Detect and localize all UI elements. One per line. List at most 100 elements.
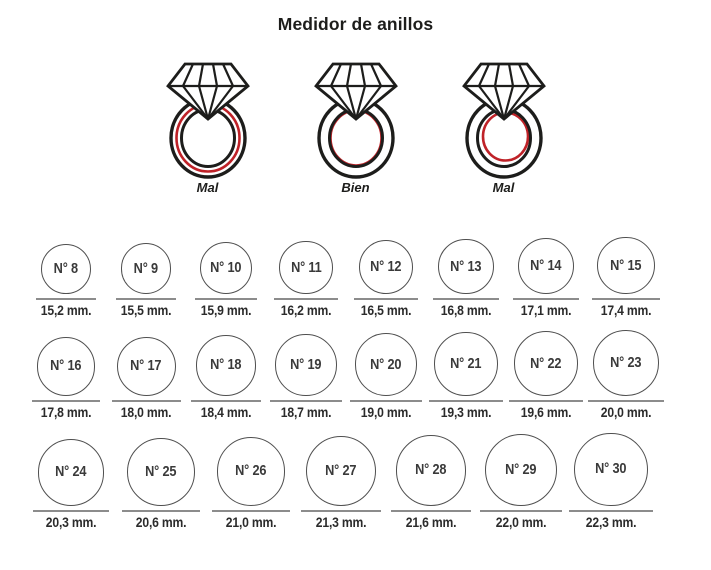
size-cell: N° 8 15,2 mm. — [26, 244, 106, 318]
size-grid: N° 8 15,2 mm. N° 9 15,5 mm. N° 10 15,9 m… — [0, 237, 711, 530]
size-underline — [588, 399, 664, 402]
size-number: N° 9 — [133, 260, 159, 277]
size-cell: N° 30 22,3 mm. — [566, 432, 656, 530]
size-number: N° 25 — [145, 463, 177, 480]
size-cell: N° 27 21,3 mm. — [296, 435, 386, 530]
size-underline — [508, 399, 584, 402]
size-diameter: 21,0 mm. — [225, 514, 277, 530]
page-title: Medidor de anillos — [277, 14, 434, 34]
size-number: N° 11 — [290, 259, 322, 276]
size-circle: N° 10 — [199, 241, 253, 295]
size-cell: N° 11 16,2 mm. — [266, 241, 346, 318]
size-diameter: 16,2 mm. — [280, 303, 332, 319]
size-number: N° 21 — [450, 356, 482, 373]
size-diameter: 22,0 mm. — [495, 514, 547, 530]
size-underline — [433, 298, 499, 301]
size-diameter: 17,1 mm. — [520, 303, 572, 319]
size-number: N° 18 — [210, 357, 242, 374]
size-cell: N° 17 18,0 mm. — [106, 336, 186, 420]
size-underline — [31, 399, 101, 402]
diamond-ring-icon — [461, 62, 546, 179]
size-number: N° 14 — [530, 258, 562, 275]
size-circle: N° 18 — [195, 335, 257, 396]
size-diameter: 18,4 mm. — [200, 404, 252, 420]
size-cell: N° 21 19,3 mm. — [426, 332, 506, 420]
size-cell: N° 12 16,5 mm. — [346, 240, 426, 318]
size-cell: N° 25 20,6 mm. — [116, 438, 206, 530]
size-cell: N° 14 17,1 mm. — [506, 238, 586, 318]
size-circle: N° 14 — [517, 238, 575, 295]
ring-illustration: Mal — [162, 61, 254, 195]
size-underline — [429, 399, 503, 402]
size-circle: N° 8 — [41, 244, 91, 295]
size-diameter: 20,3 mm. — [45, 514, 97, 530]
size-circle: N° 30 — [574, 432, 648, 506]
ring-illustration: Mal — [458, 61, 550, 195]
size-underline — [390, 509, 472, 512]
size-number: N° 8 — [53, 261, 79, 278]
size-diameter: 18,7 mm. — [280, 404, 332, 420]
size-number: N° 23 — [610, 354, 642, 371]
size-cell: N° 13 16,8 mm. — [426, 239, 506, 318]
size-diameter: 16,8 mm. — [440, 303, 492, 319]
size-row: N° 8 15,2 mm. N° 9 15,5 mm. N° 10 15,9 m… — [26, 237, 711, 318]
size-diameter: 15,2 mm. — [40, 303, 92, 319]
size-number: N° 26 — [235, 463, 267, 480]
size-circle: N° 24 — [37, 439, 105, 506]
size-circle: N° 19 — [275, 334, 337, 396]
size-underline — [115, 298, 177, 301]
size-circle: N° 15 — [597, 237, 655, 295]
size-underline — [122, 509, 200, 512]
size-underline — [190, 399, 262, 402]
size-underline — [274, 298, 338, 301]
size-number: N° 28 — [415, 462, 447, 479]
size-underline — [211, 509, 291, 512]
size-cell: N° 22 19,6 mm. — [506, 331, 586, 420]
size-cell: N° 15 17,4 mm. — [586, 237, 666, 318]
size-number: N° 10 — [210, 260, 242, 276]
size-number: N° 13 — [450, 258, 482, 275]
size-number: N° 17 — [130, 358, 162, 375]
size-diameter: 15,9 mm. — [200, 303, 252, 319]
size-underline — [349, 399, 423, 402]
size-cell: N° 9 15,5 mm. — [106, 243, 186, 318]
size-number: N° 12 — [370, 259, 402, 276]
size-cell: N° 20 19,0 mm. — [346, 333, 426, 420]
size-cell: N° 10 15,9 mm. — [186, 241, 266, 319]
fit-label: Bien — [341, 180, 370, 195]
size-circle: N° 11 — [279, 241, 333, 295]
size-circle: N° 23 — [593, 330, 659, 396]
size-circle: N° 29 — [484, 433, 558, 506]
size-circle: N° 13 — [438, 239, 494, 295]
size-cell: N° 23 20,0 mm. — [586, 330, 666, 420]
ring-illustration: Bien — [310, 61, 402, 195]
size-number: N° 29 — [505, 461, 537, 478]
size-underline — [301, 509, 381, 512]
size-diameter: 17,4 mm. — [600, 303, 652, 319]
size-diameter: 18,0 mm. — [120, 404, 172, 420]
size-underline — [569, 509, 653, 512]
size-number: N° 19 — [290, 357, 322, 374]
size-circle: N° 20 — [354, 333, 418, 396]
size-circle: N° 26 — [216, 436, 286, 506]
size-cell: N° 19 18,7 mm. — [266, 334, 346, 420]
size-diameter: 21,3 mm. — [315, 514, 367, 530]
size-number: N° 27 — [325, 462, 357, 479]
size-diameter: 19,6 mm. — [520, 404, 572, 420]
size-cell: N° 26 21,0 mm. — [206, 436, 296, 530]
size-circle: N° 27 — [306, 435, 376, 506]
size-number: N° 24 — [55, 464, 87, 481]
size-underline — [353, 298, 419, 301]
size-circle: N° 12 — [358, 240, 414, 295]
size-cell: N° 16 17,8 mm. — [26, 337, 106, 420]
fit-label: Mal — [492, 180, 515, 195]
size-underline — [270, 399, 342, 402]
diamond-ring-icon — [165, 62, 250, 179]
size-underline — [512, 298, 580, 301]
diamond-ring-icon — [313, 62, 398, 179]
size-circle: N° 22 — [513, 331, 579, 396]
size-diameter: 20,0 mm. — [600, 404, 652, 420]
size-cell: N° 18 18,4 mm. — [186, 335, 266, 420]
size-circle: N° 25 — [127, 438, 195, 506]
